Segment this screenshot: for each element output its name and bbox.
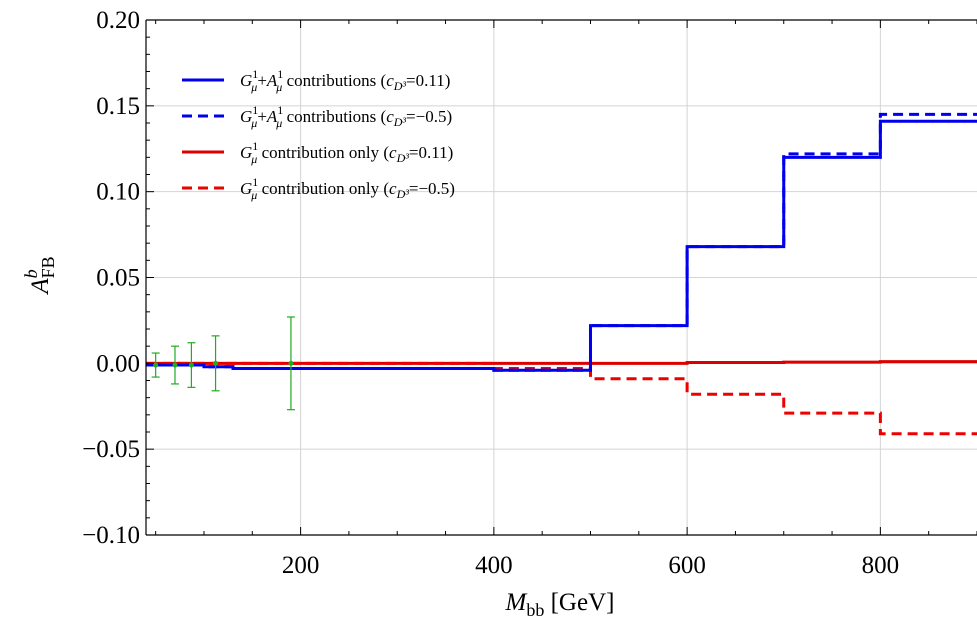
y-axis-title: AbFB [21,256,58,295]
legend-entry: G1 μ contribution only (cD³=0.11) [240,139,453,166]
y-tick-label: −0.05 [82,436,140,463]
series-line-3 [146,360,977,365]
x-tick-label: 600 [668,552,706,579]
axis-ticks: 200 400 600 800 −0.10 −0.05 0.00 0.05 0.10 0.15 0.… [82,7,977,579]
data-point [213,360,219,366]
data-point [288,360,294,366]
x-axis-title: Mbb [GeV] [505,589,615,620]
series-line-2 [146,112,977,372]
y-tick-label: 0.15 [96,93,140,120]
series-group [146,112,977,436]
error-bars [151,316,295,411]
y-tick-label: −0.10 [82,522,140,549]
x-tick-label: 800 [862,552,900,579]
x-tick-label: 200 [282,552,320,579]
y-tick-label: 0.05 [96,265,140,292]
legend-entry: G1 μ+A1 μ contributions (cD³=−0.5) [240,103,452,130]
data-point [172,362,178,368]
x-tick-label: 400 [475,552,513,579]
legend-entry: G1 μ+A1 μ contributions (cD³=0.11) [240,67,450,94]
legend: G1 μ+A1 μ contributions (cD³=0.11) G1 μ+A1 μ … [182,67,455,202]
data-point [188,362,194,368]
y-tick-label: 0.10 [96,179,140,206]
y-tick-label: 0.00 [96,350,140,377]
legend-entry: G1 μ contribution only (cD³=−0.5) [240,175,455,202]
data-point [153,362,159,368]
y-tick-label: 0.20 [96,7,140,34]
